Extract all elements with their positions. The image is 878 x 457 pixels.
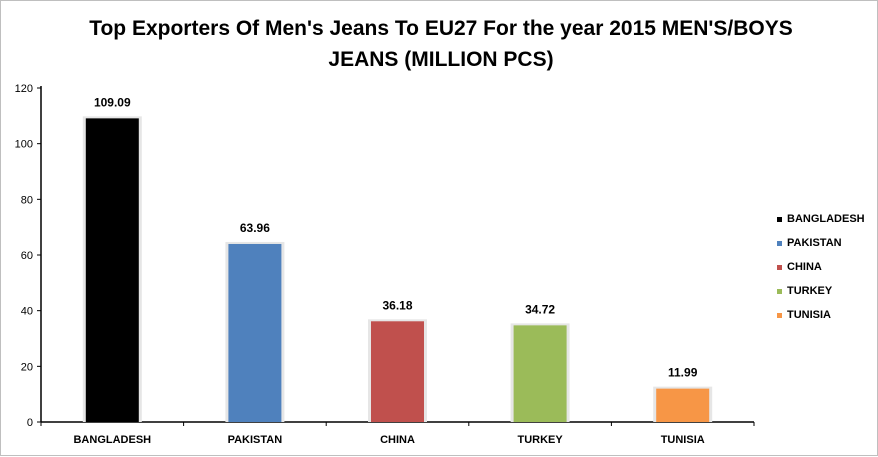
y-tick-label: 0 — [27, 417, 33, 429]
legend-swatch — [777, 288, 782, 294]
legend-label: CHINA — [787, 261, 822, 273]
y-tick-label: 120 — [15, 83, 33, 95]
bar-bangladesh — [85, 118, 139, 423]
legend-label: PAKISTAN — [787, 237, 842, 249]
data-label: 109.09 — [94, 95, 131, 109]
bar-pakistan — [228, 243, 282, 422]
legend: BANGLADESH PAKISTAN CHINA TURKEY TUNISIA — [777, 207, 865, 327]
y-tick-label: 40 — [21, 306, 33, 318]
y-tick-label: 80 — [21, 194, 33, 206]
data-label: 34.72 — [525, 302, 555, 316]
legend-swatch — [777, 312, 782, 318]
legend-item: CHINA — [777, 255, 865, 279]
chart-title-line-2: JEANS (MILLION PCS) — [328, 48, 554, 71]
data-label: 11.99 — [668, 366, 698, 380]
x-tick-label: PAKISTAN — [228, 434, 283, 446]
legend-label: BANGLADESH — [787, 213, 865, 225]
legend-item: TUNISIA — [777, 303, 865, 327]
data-label: 63.96 — [240, 221, 270, 235]
x-tick-label: TUNISIA — [661, 434, 705, 446]
legend-swatch — [777, 264, 782, 270]
legend-swatch — [777, 216, 782, 222]
legend-label: TUNISIA — [787, 309, 831, 321]
legend-label: TURKEY — [787, 285, 833, 297]
x-tick-label: TURKEY — [517, 434, 563, 446]
data-label: 36.18 — [382, 298, 412, 312]
bar-tunisia — [656, 388, 710, 422]
legend-item: TURKEY — [777, 279, 865, 303]
chart-title: Top Exporters Of Men's Jeans To EU27 For… — [41, 13, 841, 75]
y-tick-label: 20 — [21, 361, 33, 373]
y-tick-label: 60 — [21, 250, 33, 262]
bar-china — [371, 321, 424, 422]
chart-title-line-1: Top Exporters Of Men's Jeans To EU27 For… — [89, 17, 793, 40]
legend-swatch — [777, 240, 782, 246]
x-tick-label: BANGLADESH — [73, 434, 151, 446]
legend-item: BANGLADESH — [777, 207, 865, 231]
y-tick-label: 100 — [15, 139, 33, 151]
legend-item: PAKISTAN — [777, 231, 865, 255]
x-tick-label: CHINA — [380, 434, 415, 446]
bar-turkey — [513, 325, 567, 422]
